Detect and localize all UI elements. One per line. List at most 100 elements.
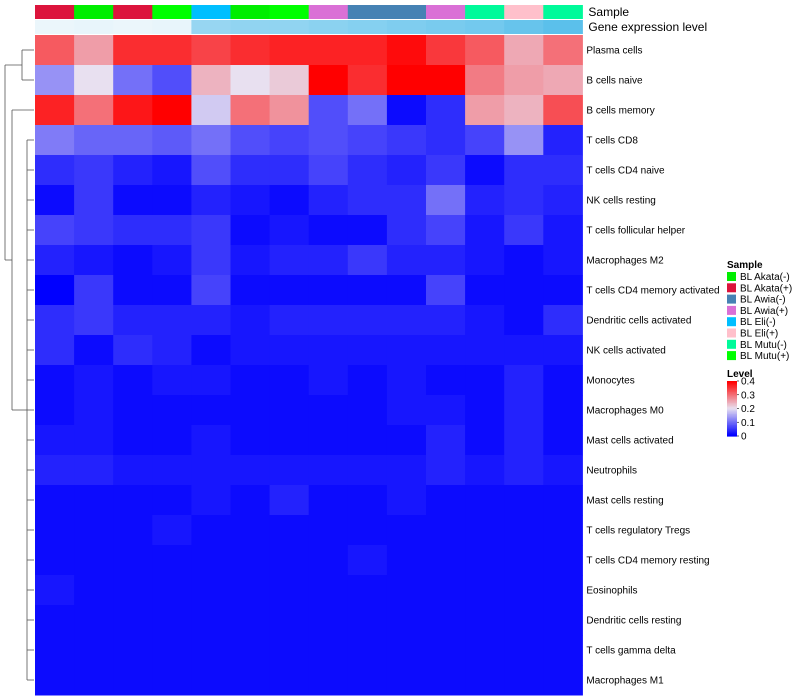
heatmap-cell	[74, 635, 114, 666]
heatmap-cell	[465, 335, 505, 366]
heatmap-cell	[35, 245, 75, 276]
gene-level-annotation-cell	[35, 20, 75, 34]
heatmap-cell	[504, 575, 544, 606]
heatmap-cell	[269, 575, 310, 606]
heatmap-cell	[504, 125, 544, 156]
heatmap-cell	[269, 485, 310, 516]
sample-legend-label-bl-akata: BL Akata(-)	[740, 272, 790, 283]
heatmap-cell	[191, 155, 231, 186]
heatmap-cell	[347, 425, 388, 456]
level-legend-gradient-step	[727, 390, 737, 393]
heatmap-cell	[465, 215, 505, 246]
heatmap-cell	[465, 305, 505, 336]
level-legend-gradient-step	[727, 401, 737, 404]
heatmap-cell	[347, 635, 388, 666]
sample-annotation-cell	[543, 5, 583, 19]
heatmap-cell	[347, 305, 388, 336]
heatmap-cell	[465, 125, 505, 156]
heatmap-cell	[504, 395, 544, 426]
heatmap-cell	[386, 125, 427, 156]
heatmap-cell	[191, 515, 231, 546]
heatmap-cell	[426, 125, 466, 156]
heatmap-cell	[426, 335, 466, 366]
heatmap-cell	[152, 455, 192, 486]
level-legend-gradient-step	[727, 404, 737, 407]
heatmap-cell	[386, 335, 427, 366]
heatmap-cell	[269, 155, 310, 186]
heatmap-cell	[191, 425, 231, 456]
gene-level-annotation-cell	[543, 20, 583, 34]
heatmap-cell	[74, 515, 114, 546]
level-legend-gradient-step	[727, 394, 737, 397]
heatmap-cell	[465, 395, 505, 426]
level-legend-gradient-step	[727, 430, 737, 433]
level-legend-gradient-step	[727, 419, 737, 422]
heatmap-cell	[230, 95, 271, 126]
sample-legend-label-bl-mutu: BL Mutu(-)	[740, 340, 787, 351]
heatmap-cell	[386, 635, 427, 666]
level-legend-gradient-step	[727, 407, 737, 410]
heatmap-cell	[152, 635, 192, 666]
row-label-macrophages-m1: Macrophages M1	[586, 676, 664, 687]
level-legend-gradient-step	[727, 414, 737, 416]
sample-legend-label-bl-eli: BL Eli(+)	[740, 329, 778, 340]
heatmap-cell	[347, 455, 388, 486]
heatmap-cell	[113, 275, 153, 306]
heatmap-cell	[230, 155, 271, 186]
heatmap-cell	[269, 395, 310, 426]
heatmap-cell	[35, 665, 75, 696]
heatmap-cell	[386, 665, 427, 696]
heatmap-cell	[308, 155, 349, 186]
sample-annotation-cell	[386, 5, 427, 19]
level-legend-gradient-step	[727, 433, 737, 436]
row-label-nk-cells-resting: NK cells resting	[586, 196, 655, 207]
heatmap-cell	[465, 245, 505, 276]
heatmap-cell	[426, 215, 466, 246]
heatmap-cell	[504, 545, 544, 576]
row-label-b-cells-naive: B cells naive	[586, 76, 643, 87]
heatmap-cell	[543, 545, 583, 576]
heatmap-cell	[152, 125, 192, 156]
heatmap-cell	[543, 605, 583, 636]
row-label-dendritic-cells-activated: Dendritic cells activated	[586, 316, 691, 327]
heatmap-cell	[113, 485, 153, 516]
heatmap-cell	[543, 635, 583, 666]
row-dendrogram	[4, 49, 34, 681]
heatmap-cell	[347, 665, 388, 696]
heatmap-cell	[191, 635, 231, 666]
heatmap-cell	[386, 275, 427, 306]
level-legend-tick-label: 0.4	[741, 377, 755, 388]
heatmap-cell	[269, 605, 310, 636]
heatmap-cell	[386, 35, 427, 66]
level-legend-tick-label: 0.2	[741, 404, 755, 415]
heatmap-cell	[74, 215, 114, 246]
heatmap-cell	[504, 155, 544, 186]
heatmap-cell	[386, 155, 427, 186]
level-legend-gradient-step	[727, 426, 737, 429]
level-legend-gradient-step	[727, 416, 737, 419]
heatmap-cell	[191, 305, 231, 336]
level-legend-gradient-step	[727, 425, 737, 427]
heatmap-cell	[504, 365, 544, 396]
heatmap-cell	[308, 185, 349, 216]
heatmap-cell	[269, 125, 310, 156]
row-label-plasma-cells: Plasma cells	[586, 46, 642, 57]
heatmap-cell	[347, 335, 388, 366]
sample-annotation-cell	[230, 5, 271, 19]
heatmap-cell	[35, 275, 75, 306]
sample-legend-label-bl-eli: BL Eli(-)	[740, 317, 776, 328]
heatmap-cell	[426, 245, 466, 276]
heatmap-cell	[74, 665, 114, 696]
sample-legend-label-bl-awia: BL Awia(-)	[740, 295, 786, 306]
heatmap-cell	[152, 665, 192, 696]
row-label-neutrophils: Neutrophils	[586, 466, 637, 477]
heatmap-cell	[269, 185, 310, 216]
heatmap-cell	[386, 515, 427, 546]
heatmap-cell	[152, 425, 192, 456]
heatmap-cell	[113, 455, 153, 486]
heatmap-cell	[347, 395, 388, 426]
heatmap-cell	[35, 635, 75, 666]
sample-legend-swatch-bl-akata	[727, 283, 736, 293]
heatmap-cell	[347, 245, 388, 276]
heatmap-cell	[230, 395, 271, 426]
